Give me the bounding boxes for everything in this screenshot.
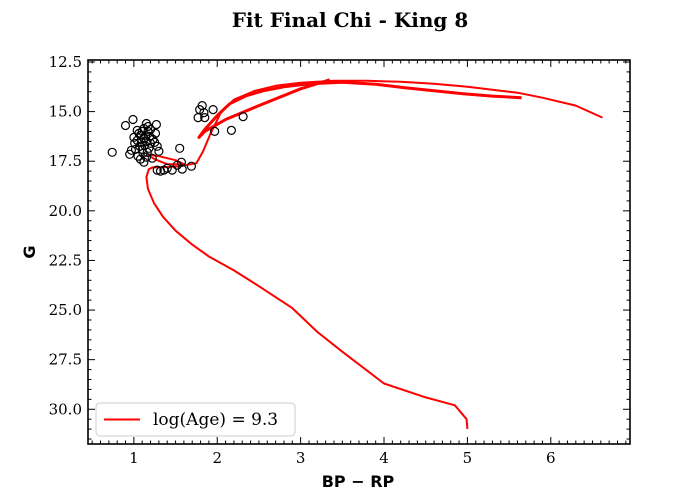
star-point-44	[162, 163, 172, 173]
star-point-31	[145, 131, 155, 141]
legend-label: log(Age) = 9.3	[153, 410, 278, 430]
star-point-1	[120, 120, 131, 131]
star-point-0	[107, 147, 117, 157]
y-tick-label: 27.5	[49, 351, 82, 369]
isochrone-line-2	[145, 153, 185, 166]
star-point-40	[154, 146, 164, 156]
star-point-39	[152, 141, 162, 151]
star-point-55	[200, 112, 210, 123]
star-point-45	[167, 165, 177, 175]
star-point-47	[175, 143, 185, 153]
star-point-26	[141, 152, 151, 162]
y-tick-label: 25.0	[49, 301, 82, 319]
star-point-28	[143, 121, 153, 132]
legend-box	[95, 402, 296, 437]
x-axis-label: BP − RP	[322, 472, 395, 491]
y-tick-label: 17.5	[49, 152, 82, 170]
isochrone-line-1	[197, 78, 522, 139]
series-layer	[107, 78, 603, 430]
y-tick-label: 22.5	[49, 251, 82, 269]
legend: log(Age) = 9.3	[95, 402, 296, 437]
ticks-layer: 1 2 3 4 5 6 12.5 15.0 17.5 20.0 22.5 25.0 27.5 30.0	[49, 53, 630, 467]
plot-frame	[87, 59, 631, 445]
y-tick-label: 30.0	[49, 400, 82, 418]
star-point-21	[139, 157, 149, 167]
star-point-37	[150, 128, 161, 138]
star-point-38	[151, 119, 161, 130]
y-tick-label: 12.5	[49, 53, 82, 71]
star-point-2	[125, 149, 135, 159]
star-point-27	[142, 147, 152, 157]
isochrone-line-0	[145, 79, 603, 430]
x-tick-label: 3	[296, 449, 306, 467]
star-point-58	[226, 125, 236, 135]
star-point-48	[176, 157, 186, 167]
star-point-53	[197, 100, 207, 111]
star-point-49	[177, 164, 187, 174]
star-point-34	[147, 153, 157, 163]
x-tick-label: 1	[129, 449, 139, 467]
star-point-56	[208, 104, 218, 115]
x-tick-label: 2	[212, 449, 222, 467]
chart-title: Fit Final Chi - King 8	[232, 8, 469, 32]
y-tick-label: 15.0	[49, 103, 82, 121]
y-tick-label: 20.0	[49, 202, 82, 220]
star-point-6	[130, 138, 140, 148]
star-point-59	[238, 111, 248, 122]
x-tick-label: 5	[463, 449, 473, 467]
star-point-9	[132, 135, 142, 145]
star-point-50	[186, 161, 196, 171]
star-point-54	[199, 107, 209, 118]
star-point-57	[210, 126, 220, 136]
star-point-4	[128, 114, 138, 125]
x-tick-label: 4	[379, 449, 389, 467]
x-tick-label: 6	[546, 449, 556, 467]
y-axis-label: G	[20, 245, 39, 258]
star-point-30	[144, 143, 154, 153]
